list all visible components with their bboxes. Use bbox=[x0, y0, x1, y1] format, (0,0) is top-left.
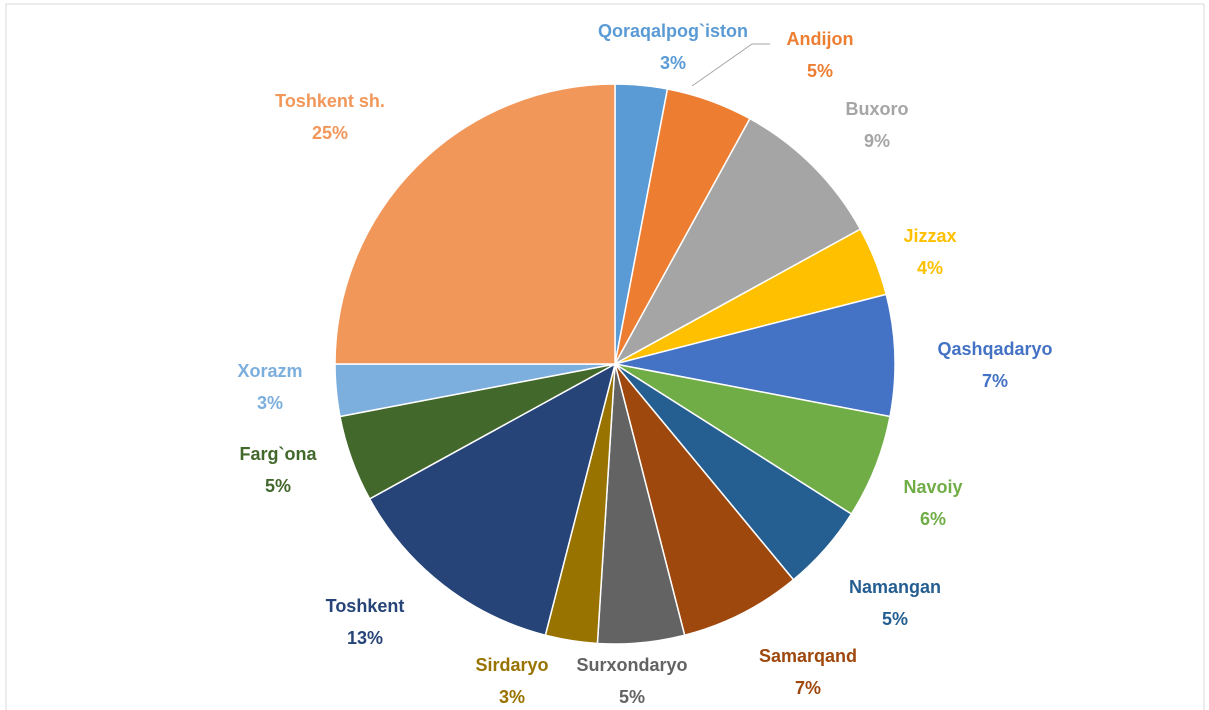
slice bbox=[334, 83, 616, 365]
value-label: 4% bbox=[917, 258, 943, 278]
value-label: 25% bbox=[312, 123, 348, 143]
slice-label: Qoraqalpog`iston bbox=[598, 21, 748, 41]
pie bbox=[334, 83, 896, 645]
value-label: 5% bbox=[265, 476, 291, 496]
value-label: 5% bbox=[882, 609, 908, 629]
slice bbox=[368, 362, 617, 637]
slice-label: Xorazm bbox=[237, 361, 302, 381]
value-label: 9% bbox=[864, 131, 890, 151]
slice-label: Farg`ona bbox=[239, 444, 317, 464]
slice bbox=[614, 363, 795, 637]
slice-label: Qashqadaryo bbox=[937, 339, 1052, 359]
value-label: 7% bbox=[982, 371, 1008, 391]
value-label: 13% bbox=[347, 628, 383, 648]
value-label: 3% bbox=[660, 53, 686, 73]
slice-label: Namangan bbox=[849, 577, 941, 597]
value-label: 6% bbox=[920, 509, 946, 529]
slice-label: Buxoro bbox=[846, 99, 909, 119]
slice bbox=[613, 117, 862, 366]
slice-label: Andijon bbox=[787, 29, 854, 49]
value-label: 5% bbox=[619, 687, 645, 707]
value-label: 3% bbox=[257, 393, 283, 413]
labels: Qoraqalpog`iston 3% Andijon 5% Buxoro 9% Jizza… bbox=[237, 21, 1052, 707]
slice-label: Jizzax bbox=[903, 226, 956, 246]
value-label: 3% bbox=[499, 687, 525, 707]
slice-label: Samarqand bbox=[759, 646, 857, 666]
slice-label: Toshkent sh. bbox=[275, 91, 385, 111]
slice-label: Navoiy bbox=[903, 477, 962, 497]
value-label: 5% bbox=[807, 61, 833, 81]
value-label: 7% bbox=[795, 678, 821, 698]
slice bbox=[614, 293, 896, 418]
slice-label: Sirdaryo bbox=[475, 655, 548, 675]
slice-label: Toshkent bbox=[326, 596, 405, 616]
leader-line bbox=[691, 43, 770, 87]
slice-label: Surxondaryo bbox=[576, 655, 687, 675]
